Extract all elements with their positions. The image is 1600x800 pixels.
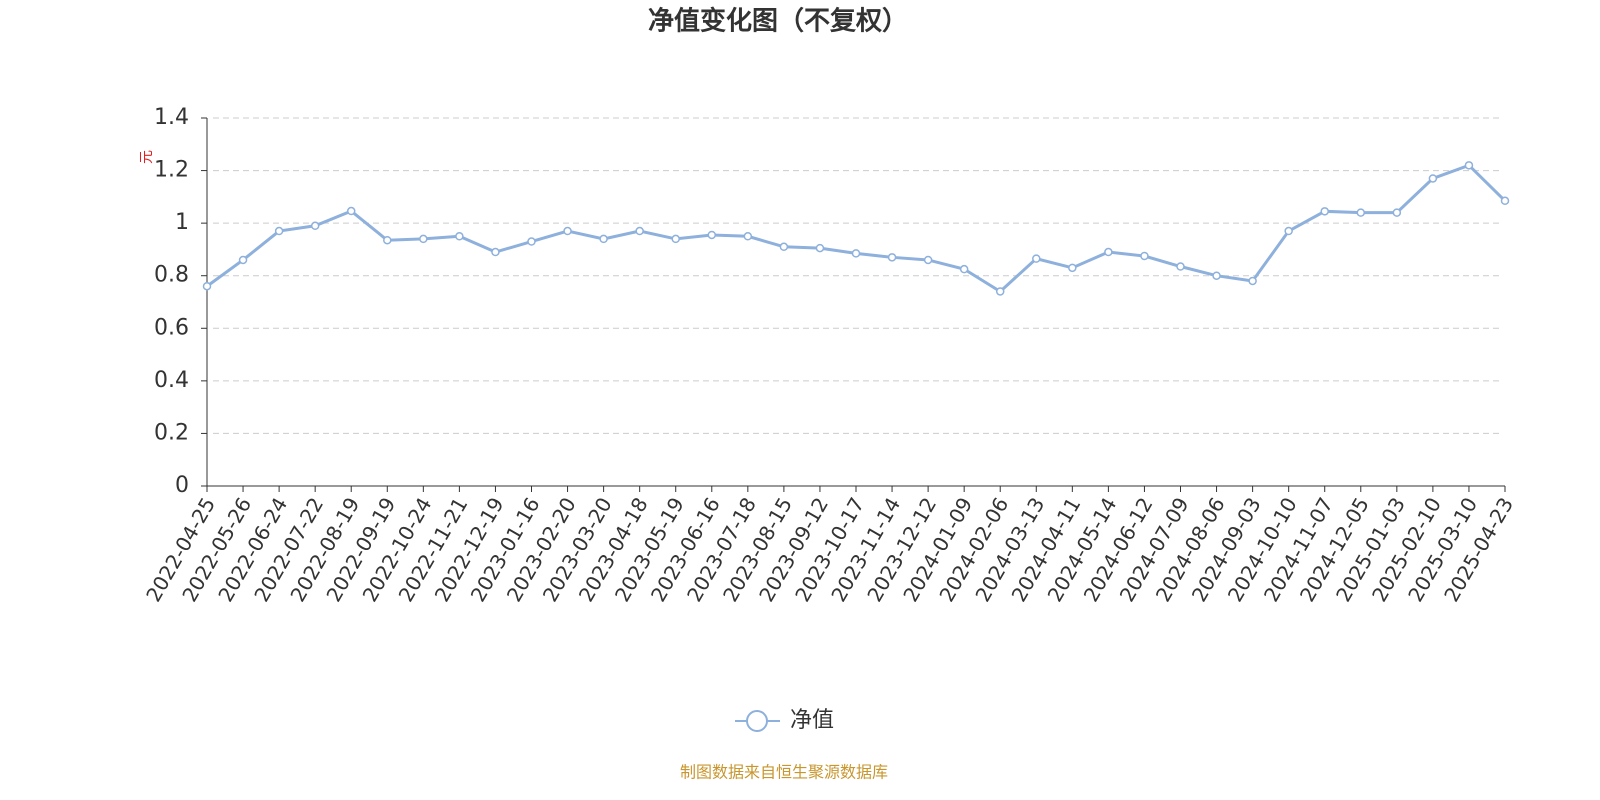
- data-point: [1176, 262, 1185, 271]
- data-point: [274, 226, 284, 236]
- data-point: [1032, 254, 1041, 263]
- chart-title: 净值变化图（不复权）: [648, 6, 908, 37]
- data-point: [1356, 208, 1366, 217]
- data-point: [1068, 263, 1077, 273]
- data-point: [1104, 247, 1113, 257]
- source-note: 制图数据来自恒生聚源数据库: [680, 763, 888, 782]
- data-point: [1500, 196, 1510, 206]
- data-point: [1140, 251, 1149, 261]
- data-point: [455, 232, 464, 241]
- data-point: [779, 242, 789, 252]
- data-point: [419, 234, 428, 244]
- data-point: [635, 226, 644, 236]
- data-point: [959, 264, 969, 274]
- y-tick-label: 1.2: [154, 158, 189, 183]
- data-point: [238, 255, 248, 265]
- y-tick-label: 0.4: [154, 368, 189, 393]
- data-point: [887, 253, 897, 262]
- data-point: [1284, 226, 1293, 236]
- data-point: [671, 234, 680, 244]
- data-point: [310, 221, 320, 231]
- data-point: [1464, 161, 1474, 170]
- data-point: [1320, 207, 1329, 216]
- data-point: [815, 243, 825, 253]
- data-point: [1392, 208, 1402, 217]
- data-point: [995, 287, 1005, 296]
- data-point: [707, 230, 717, 240]
- legend-marker: [746, 710, 768, 732]
- data-point: [599, 234, 608, 244]
- y-tick-label: 0.2: [154, 420, 189, 445]
- data-point: [346, 206, 356, 216]
- y-tick-label: 1: [175, 210, 189, 235]
- y-axis-label: 元: [139, 150, 155, 164]
- data-point: [1212, 271, 1221, 280]
- data-point: [743, 232, 753, 241]
- data-point: [563, 226, 572, 236]
- data-point: [383, 235, 392, 245]
- legend-label: 净值: [790, 708, 834, 733]
- data-point: [491, 247, 500, 257]
- y-tick-label: 1.4: [154, 105, 189, 130]
- data-point: [1428, 174, 1438, 183]
- data-point: [923, 255, 933, 265]
- data-point: [202, 281, 212, 291]
- y-tick-label: 0.6: [154, 315, 189, 340]
- data-point: [1248, 276, 1257, 286]
- y-tick-label: 0: [175, 473, 189, 498]
- y-tick-label: 0.8: [154, 263, 189, 288]
- series-line: [206, 163, 1507, 294]
- data-point: [851, 249, 861, 258]
- data-point: [527, 237, 536, 246]
